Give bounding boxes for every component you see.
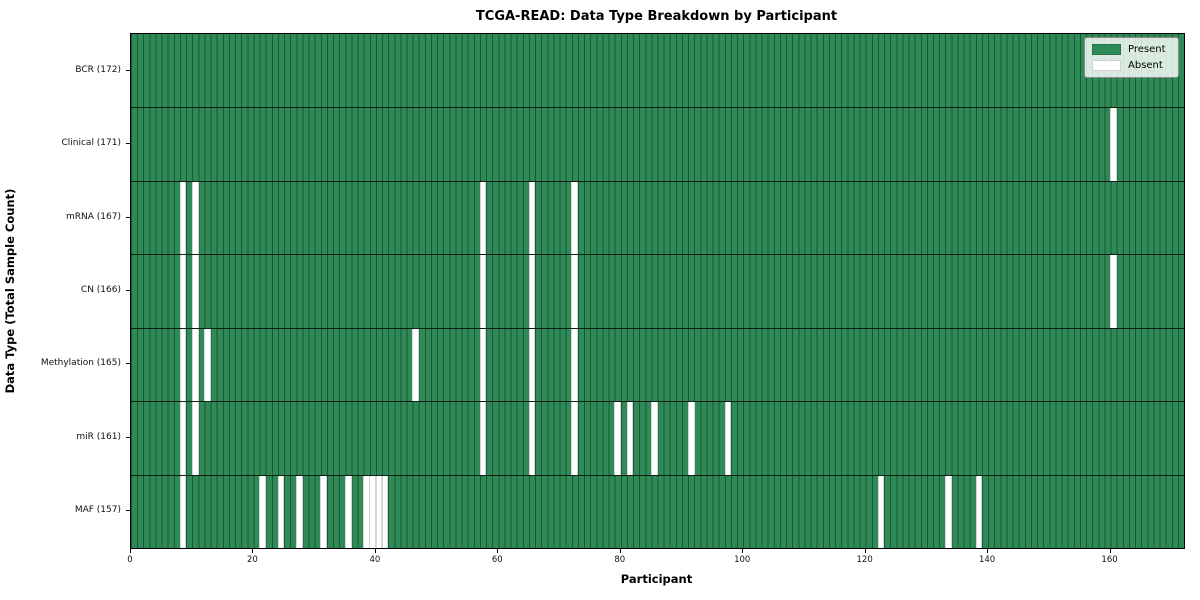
x-tick-label-40: 40 [369, 555, 381, 565]
absent-cell-CN-72 [571, 255, 579, 328]
x-tick-mark [742, 549, 744, 553]
absent-cell-MAF-21 [259, 475, 266, 548]
absent-cell-Methylation-57 [479, 328, 487, 402]
y-tick-label-CN: CN (166) [80, 285, 121, 295]
absent-cell-miR-79 [614, 402, 622, 475]
x-tick-label-20: 20 [247, 555, 258, 565]
absent-cell-mRNA-65 [528, 181, 536, 255]
x-tick-mark [987, 549, 989, 553]
absent-cell-MAF-122 [877, 475, 885, 548]
row-boundary-line [131, 107, 1184, 109]
row-boundary-line [131, 327, 1184, 329]
x-tick-label-0: 0 [127, 555, 133, 565]
absent-cell-mRNA-10 [191, 181, 199, 255]
heatmap-plot [130, 33, 1185, 549]
absent-cell-MAF-133 [944, 475, 952, 548]
x-tick-mark [130, 549, 131, 553]
x-tick-mark [619, 549, 621, 553]
row-boundary-line [131, 254, 1184, 256]
x-tick-mark [864, 549, 866, 553]
absent-cell-MAF-24 [277, 475, 285, 548]
absent-cell-Methylation-10 [191, 328, 199, 402]
y-tick-mark [126, 290, 130, 291]
absent-cell-miR-72 [571, 402, 579, 475]
legend-item-absent: Absent [1092, 60, 1170, 71]
legend-label-present: Present [1128, 44, 1166, 55]
y-tick-mark [126, 216, 130, 218]
x-tick-label-160: 160 [1101, 555, 1118, 565]
x-tick-mark [252, 549, 254, 553]
absent-cell-CN-65 [528, 255, 536, 328]
x-tick-label-60: 60 [491, 555, 503, 565]
chart-title: TCGA-READ: Data Type Breakdown by Partic… [475, 9, 838, 24]
absent-cell-mRNA-57 [479, 181, 487, 255]
absent-cell-Methylation-12 [204, 328, 211, 402]
x-tick-label-100: 100 [734, 555, 751, 565]
absent-cell-miR-91 [687, 402, 695, 475]
absent-cell-Methylation-72 [571, 328, 579, 402]
x-tick-label-120: 120 [856, 555, 873, 565]
absent-cell-miR-8 [179, 402, 187, 475]
legend-swatch-absent [1092, 60, 1121, 71]
absent-cell-MAF-41 [381, 475, 389, 548]
row-boundary-line [131, 401, 1184, 403]
absent-cell-miR-10 [191, 402, 199, 475]
absent-cell-CN-8 [179, 255, 187, 328]
x-tick-mark [1109, 549, 1111, 553]
legend-label-absent: Absent [1128, 60, 1163, 71]
y-tick-label-MAF: MAF (157) [74, 505, 121, 516]
y-tick-mark [126, 69, 130, 71]
absent-cell-Methylation-46 [412, 328, 420, 402]
absent-cell-CN-10 [191, 255, 199, 328]
absent-cell-MAF-27 [295, 475, 303, 548]
row-boundary-line [131, 474, 1184, 476]
y-tick-mark [126, 363, 130, 365]
absent-cell-CN-160 [1110, 255, 1117, 328]
absent-cell-miR-65 [528, 402, 536, 475]
absent-cell-Clinical-160 [1110, 108, 1117, 181]
y-tick-mark [126, 436, 130, 438]
y-tick-label-Methylation: Methylation (165) [40, 358, 121, 369]
x-tick-label-80: 80 [614, 555, 626, 565]
absent-cell-miR-97 [724, 402, 732, 475]
absent-cell-mRNA-8 [179, 181, 187, 255]
absent-cell-miR-85 [651, 402, 658, 475]
x-axis-title: Participant [620, 572, 693, 586]
absent-cell-MAF-8 [179, 475, 187, 548]
absent-cell-miR-57 [479, 402, 487, 475]
legend: Present Absent [1084, 37, 1179, 78]
absent-cell-mRNA-72 [571, 181, 579, 255]
legend-item-present: Present [1092, 44, 1170, 55]
y-tick-label-BCR: BCR (172) [75, 64, 121, 75]
y-tick-label-mRNA: mRNA (167) [66, 211, 121, 222]
legend-swatch-present [1092, 44, 1121, 55]
absent-cell-miR-81 [626, 402, 634, 475]
y-tick-label-miR: miR (161) [76, 431, 121, 442]
y-tick-label-Clinical: Clinical (171) [61, 138, 121, 149]
absent-cell-MAF-138 [975, 475, 983, 548]
absent-cell-MAF-31 [320, 475, 328, 548]
absent-cell-MAF-35 [344, 475, 352, 548]
absent-cell-Methylation-8 [179, 328, 187, 402]
absent-cell-CN-57 [479, 255, 487, 328]
x-tick-label-140: 140 [978, 555, 996, 565]
x-tick-mark [374, 549, 376, 553]
y-tick-mark [126, 143, 130, 145]
y-tick-mark [126, 510, 130, 512]
absent-cell-Methylation-65 [528, 328, 536, 402]
row-boundary-line [131, 180, 1184, 182]
x-tick-mark [497, 549, 499, 553]
